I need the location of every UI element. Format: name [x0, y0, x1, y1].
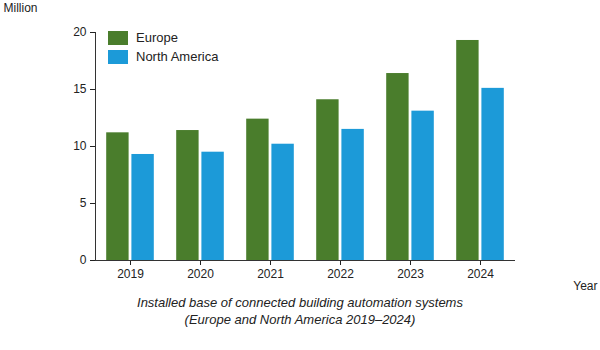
html-text:Installed base of connected bu: Installed base of connected building aut… [137, 295, 463, 310]
svg-text:2024: 2024 [467, 267, 494, 281]
svg-text:15: 15 [73, 82, 87, 96]
svg-text:0: 0 [80, 253, 87, 267]
svg-text:2019: 2019 [117, 267, 144, 281]
svg-text:2023: 2023 [397, 267, 424, 281]
svg-text:10: 10 [73, 139, 87, 153]
html-text:Europe: Europe [136, 30, 178, 45]
html-text:(Europe and North America 2019: (Europe and North America 2019–2024) [184, 312, 416, 327]
svg-text:5: 5 [80, 196, 87, 210]
svg-text:20: 20 [73, 25, 87, 39]
svg-text:2022: 2022 [327, 267, 354, 281]
svg-text:2020: 2020 [187, 267, 214, 281]
svg-text:Million: Million [4, 1, 38, 15]
html-text:North America: North America [136, 49, 219, 64]
svg-text:Year: Year [573, 279, 597, 293]
svg-text:2021: 2021 [257, 267, 284, 281]
